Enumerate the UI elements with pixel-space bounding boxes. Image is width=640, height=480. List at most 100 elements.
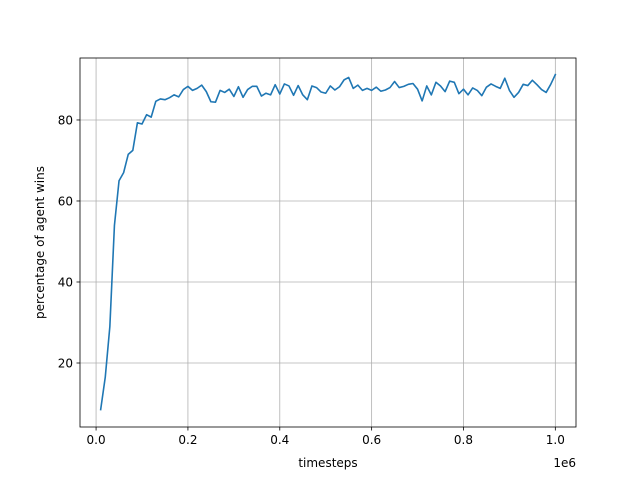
data-point (261, 95, 263, 97)
data-point (150, 116, 152, 118)
data-point (164, 99, 166, 101)
data-point (114, 224, 116, 226)
data-point (288, 85, 290, 87)
data-point (127, 154, 129, 156)
data-point (509, 90, 511, 92)
data-point (362, 90, 364, 92)
data-point (224, 92, 226, 94)
data-point (518, 92, 520, 94)
series-layer (99, 73, 557, 411)
x-tick-label: 0.2 (178, 433, 197, 447)
data-point (279, 93, 281, 95)
data-point (504, 77, 506, 79)
data-point (325, 92, 327, 94)
data-point (357, 84, 359, 86)
data-point (385, 89, 387, 91)
data-point (444, 91, 446, 93)
data-point (320, 91, 322, 93)
data-point (297, 85, 299, 87)
data-point (265, 92, 267, 94)
y-tick-label: 40 (58, 275, 73, 289)
data-point (499, 88, 501, 90)
data-point (247, 89, 249, 91)
data-point (490, 83, 492, 85)
data-point (532, 79, 534, 81)
data-point (431, 94, 433, 96)
data-point (343, 79, 345, 81)
data-point (366, 88, 368, 90)
data-point (394, 81, 396, 83)
x-axis-label: timesteps (298, 456, 357, 470)
data-point (104, 376, 106, 378)
data-point (206, 91, 208, 93)
data-point (403, 86, 405, 88)
data-point (242, 96, 244, 98)
series-line (99, 73, 557, 411)
data-point (495, 86, 497, 88)
y-tick-label: 20 (58, 357, 73, 371)
data-point (541, 89, 543, 91)
data-point (398, 87, 400, 89)
data-point (408, 84, 410, 86)
data-point (555, 74, 557, 76)
data-point (454, 82, 456, 84)
x-tick-label: 0.4 (270, 433, 289, 447)
data-point (219, 90, 221, 92)
y-tick-label: 80 (58, 113, 73, 127)
data-point (228, 88, 230, 90)
data-point (196, 88, 198, 90)
data-point (527, 85, 529, 87)
data-point (389, 87, 391, 89)
data-point (251, 86, 253, 88)
data-point (463, 88, 465, 90)
data-point (371, 90, 373, 92)
x-tick-label: 0.8 (454, 433, 473, 447)
data-point (270, 94, 272, 96)
data-point (169, 97, 171, 99)
data-point (481, 95, 483, 97)
plot-frame (79, 57, 577, 428)
data-point (458, 93, 460, 95)
data-point (284, 83, 286, 85)
data-point (210, 101, 212, 103)
data-point (449, 80, 451, 82)
data-point (178, 96, 180, 98)
data-point (380, 90, 382, 92)
axis-ticks: 0.0 0.2 0.4 0.6 0.8 1.0 20 40 60 80 (58, 113, 565, 447)
data-point (192, 90, 194, 92)
data-point (352, 88, 354, 90)
data-point (421, 100, 423, 102)
y-axis-label: percentage of agent wins (33, 166, 47, 319)
x-axis-offset-label: 1e6 (553, 456, 576, 470)
data-point (316, 87, 318, 89)
data-point (307, 99, 309, 101)
data-point (330, 85, 332, 87)
data-point (550, 84, 552, 86)
data-point (417, 88, 419, 90)
data-point (109, 326, 111, 328)
data-point (118, 180, 120, 182)
data-point (256, 86, 258, 88)
data-point (334, 89, 336, 91)
data-point (545, 92, 547, 94)
data-point (160, 98, 162, 100)
data-point (274, 84, 276, 86)
data-point (132, 150, 134, 152)
data-point (339, 86, 341, 88)
y-tick-label: 60 (58, 194, 73, 208)
data-point (412, 83, 414, 85)
x-tick-label: 0.6 (362, 433, 381, 447)
data-point (467, 94, 469, 96)
data-point (173, 94, 175, 96)
data-point (238, 86, 240, 88)
data-point (215, 101, 217, 103)
data-point (146, 114, 148, 116)
data-point (426, 85, 428, 87)
data-point (536, 84, 538, 86)
data-point (233, 96, 235, 98)
data-point (311, 85, 313, 87)
data-point (513, 96, 515, 98)
data-point (155, 101, 157, 103)
